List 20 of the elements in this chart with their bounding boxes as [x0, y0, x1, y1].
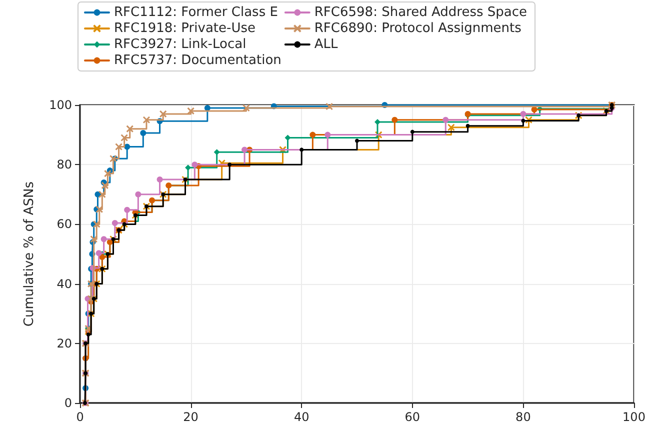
x-tick-label: 100 [622, 410, 646, 424]
y-tick-label: 80 [56, 158, 72, 172]
legend-label: RFC6598: Shared Address Space [314, 5, 528, 20]
y-tick-label: 20 [56, 336, 72, 350]
x-tick-label: 0 [76, 410, 84, 424]
legend-label: RFC3927: Link-Local [114, 37, 246, 52]
legend-label: RFC1918: Private-Use [114, 21, 256, 36]
y-tick-label: 60 [56, 217, 72, 232]
legend-label: RFC1112: Former Class E [114, 5, 278, 20]
y-tick-label: 100 [49, 98, 72, 112]
x-tick-label: 80 [516, 410, 531, 424]
x-tick-label: 60 [404, 410, 420, 424]
legend-label: RFC5737: Documentation [114, 53, 282, 68]
legend-label: ALL [314, 37, 339, 52]
y-tick-label: 0 [64, 396, 72, 410]
y-axis-title: Cumulative % of ASNs [22, 181, 37, 327]
x-tick-label: 20 [183, 410, 198, 424]
legend-label: RFC6890: Protocol Assignments [314, 21, 522, 36]
x-tick-label: 40 [294, 410, 310, 424]
y-tick-label: 40 [56, 276, 72, 291]
